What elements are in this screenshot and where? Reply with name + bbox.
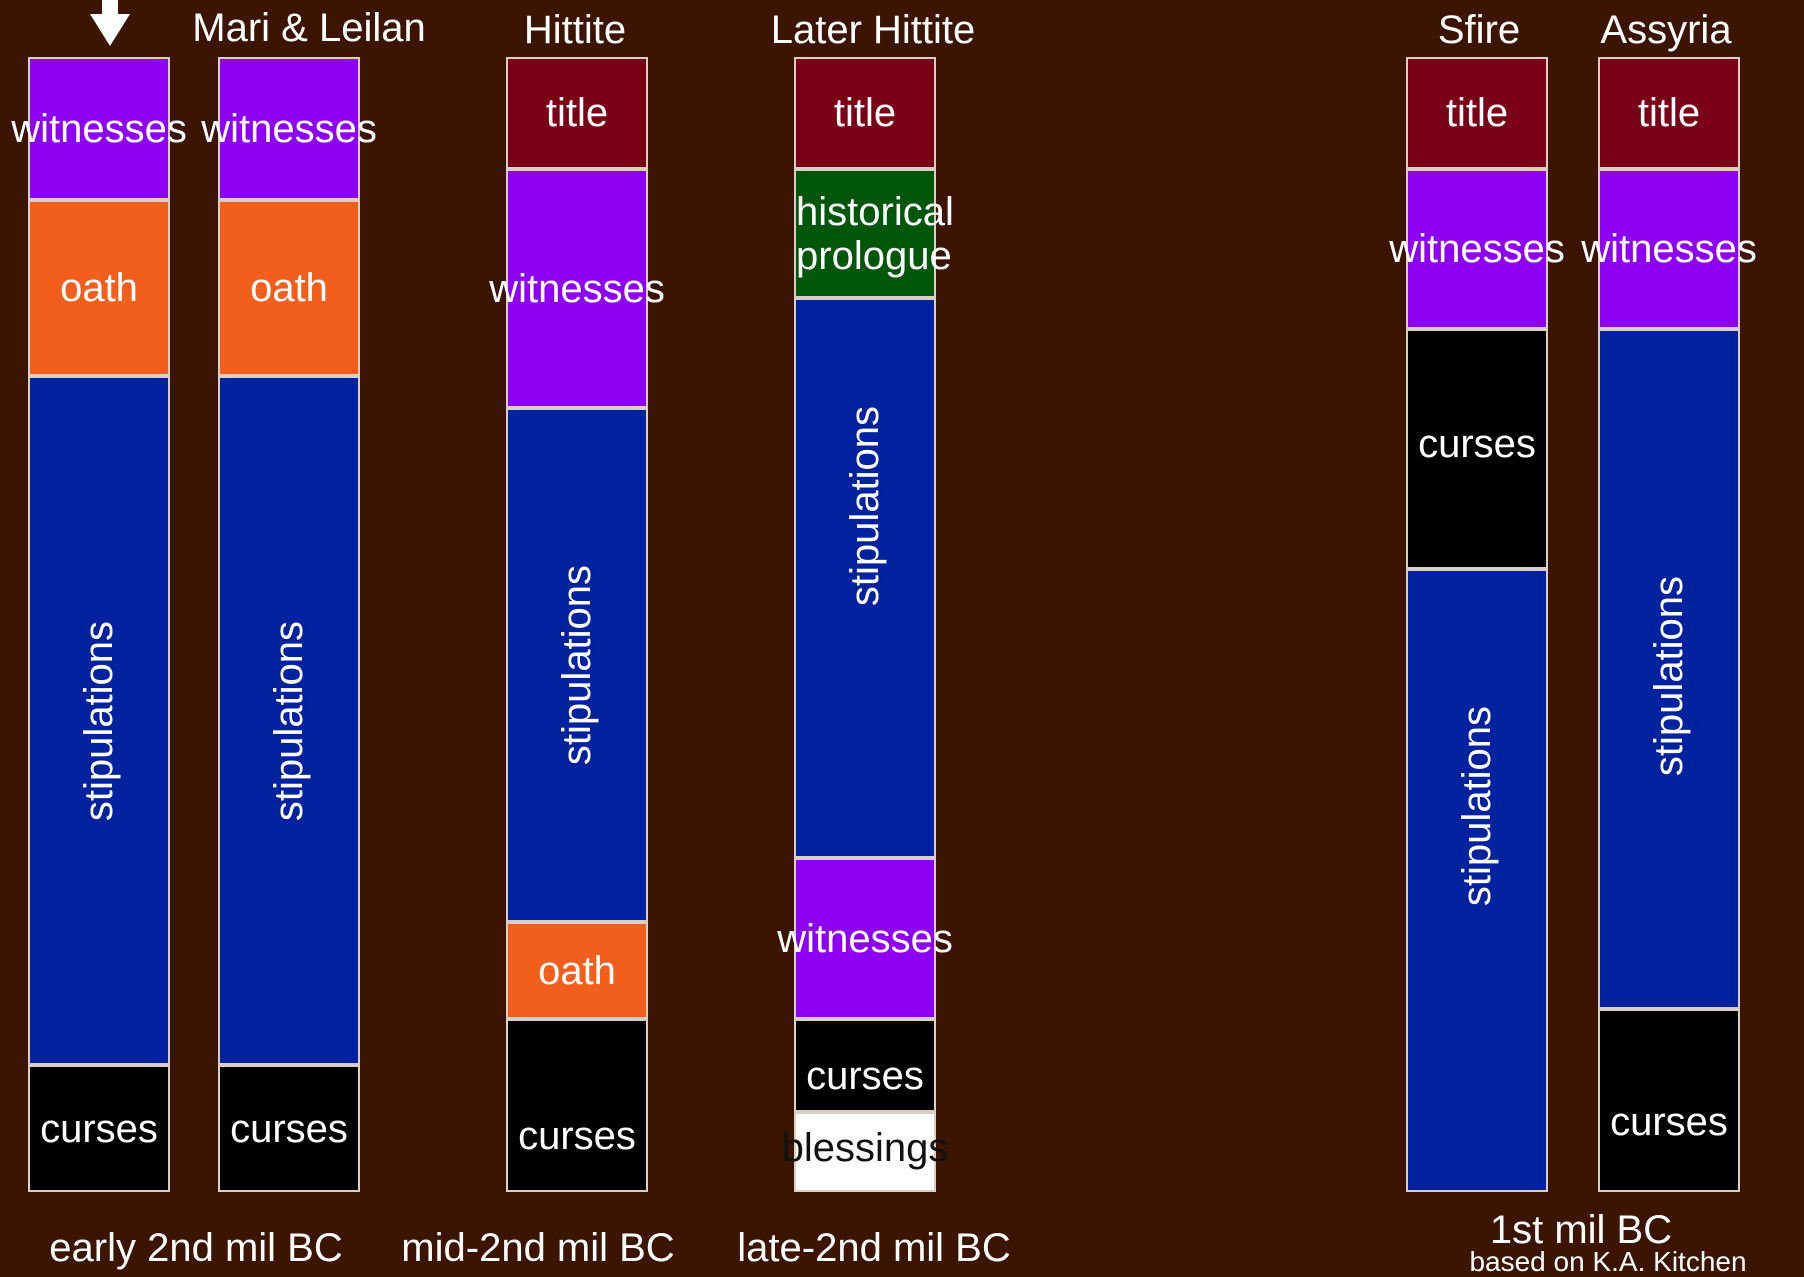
era-label-early: early 2nd mil BC	[49, 1226, 343, 1270]
segment-label: curses	[518, 1113, 636, 1158]
era-label-mid: mid-2nd mil BC	[401, 1226, 675, 1270]
segment-curses: curses	[218, 1065, 360, 1192]
segment-label: witnesses	[1389, 227, 1565, 271]
segment-label: stipulations	[77, 620, 121, 821]
column-assyria: title witnesses stipulations curses	[1581, 57, 1757, 1192]
segment-label: stipulations	[1647, 575, 1691, 776]
segment-label: blessings	[781, 1126, 949, 1171]
segment-label: title	[1445, 91, 1509, 135]
segment-stipulations: stipulations	[1598, 329, 1740, 1009]
segment-label: curses	[1610, 1099, 1728, 1144]
era-label-late: late-2nd mil BC	[737, 1226, 1011, 1270]
segment-curses: curses	[28, 1065, 170, 1192]
segment-title: title	[506, 57, 648, 169]
column-sfire: title witnesses curses stipulations	[1389, 57, 1565, 1192]
segment-stipulations: stipulations	[506, 408, 648, 922]
segment-label: title	[1637, 91, 1701, 135]
segment-label: oath	[250, 266, 328, 310]
segment-witnesses: witnesses	[1389, 169, 1565, 329]
segment-witnesses: witnesses	[201, 57, 377, 200]
segment-blessings: blessings	[782, 1112, 948, 1192]
segment-stipulations: stipulations	[218, 376, 360, 1065]
column-early-1: witnesses oath stipulations curses	[11, 57, 187, 1192]
segment-curses: curses	[1406, 329, 1548, 569]
segment-title: title	[1406, 57, 1548, 169]
segment-label: stipulations	[843, 405, 887, 606]
title-later-hittite: Later Hittite	[770, 8, 976, 52]
segment-witnesses: witnesses	[11, 57, 187, 200]
segment-historical-prologue: historical prologue	[794, 169, 954, 298]
era-label-first: 1st mil BC	[1489, 1208, 1673, 1252]
segment-stipulations: stipulations	[1406, 569, 1548, 1192]
segment-oath: oath	[506, 922, 648, 1019]
segment-label: oath	[538, 948, 616, 993]
column-later-hittite: title historical prologue stipulations w…	[777, 57, 954, 1192]
title-assyria: Assyria	[1600, 8, 1732, 52]
segment-curses: curses	[1598, 1009, 1740, 1192]
segment-label: witnesses	[11, 106, 187, 151]
segment-curses: curses	[506, 1019, 648, 1192]
segment-title: title	[1598, 57, 1740, 169]
segment-oath: oath	[218, 200, 360, 376]
segment-label: curses	[806, 1054, 924, 1099]
segment-curses: curses	[794, 1019, 936, 1112]
segment-label: witnesses	[777, 916, 953, 961]
segment-label: stipulations	[1455, 706, 1499, 907]
column-hittite: title witnesses stipulations oath curses	[489, 57, 665, 1192]
segment-label: oath	[60, 266, 138, 310]
segment-label: title	[833, 91, 897, 135]
segment-label: stipulations	[555, 564, 599, 766]
segment-label: title	[545, 91, 609, 135]
title-sfire: Sfire	[1437, 8, 1521, 52]
segment-label: witnesses	[201, 106, 377, 151]
segment-witnesses: witnesses	[1581, 169, 1757, 329]
segment-stipulations: stipulations	[28, 376, 170, 1065]
column-mari-leilan: witnesses oath stipulations curses	[201, 57, 377, 1192]
segment-witnesses: witnesses	[777, 858, 953, 1019]
segment-stipulations: stipulations	[794, 298, 936, 858]
segment-label: curses	[40, 1106, 158, 1151]
segment-label: witnesses	[1581, 227, 1757, 271]
segment-title: title	[794, 57, 936, 169]
segment-label: witnesses	[489, 266, 665, 311]
segment-label: curses	[230, 1106, 348, 1151]
down-arrow-icon	[90, 0, 130, 46]
title-mari-leilan: Mari & Leilan	[192, 6, 426, 50]
segment-witnesses: witnesses	[489, 169, 665, 408]
credit-text: based on K.A. Kitchen	[1469, 1246, 1747, 1277]
title-hittite: Hittite	[523, 8, 627, 52]
segment-oath: oath	[28, 200, 170, 376]
segment-label: stipulations	[267, 620, 311, 821]
segment-label: curses	[1418, 422, 1536, 467]
segment-label: historical prologue	[796, 189, 954, 278]
